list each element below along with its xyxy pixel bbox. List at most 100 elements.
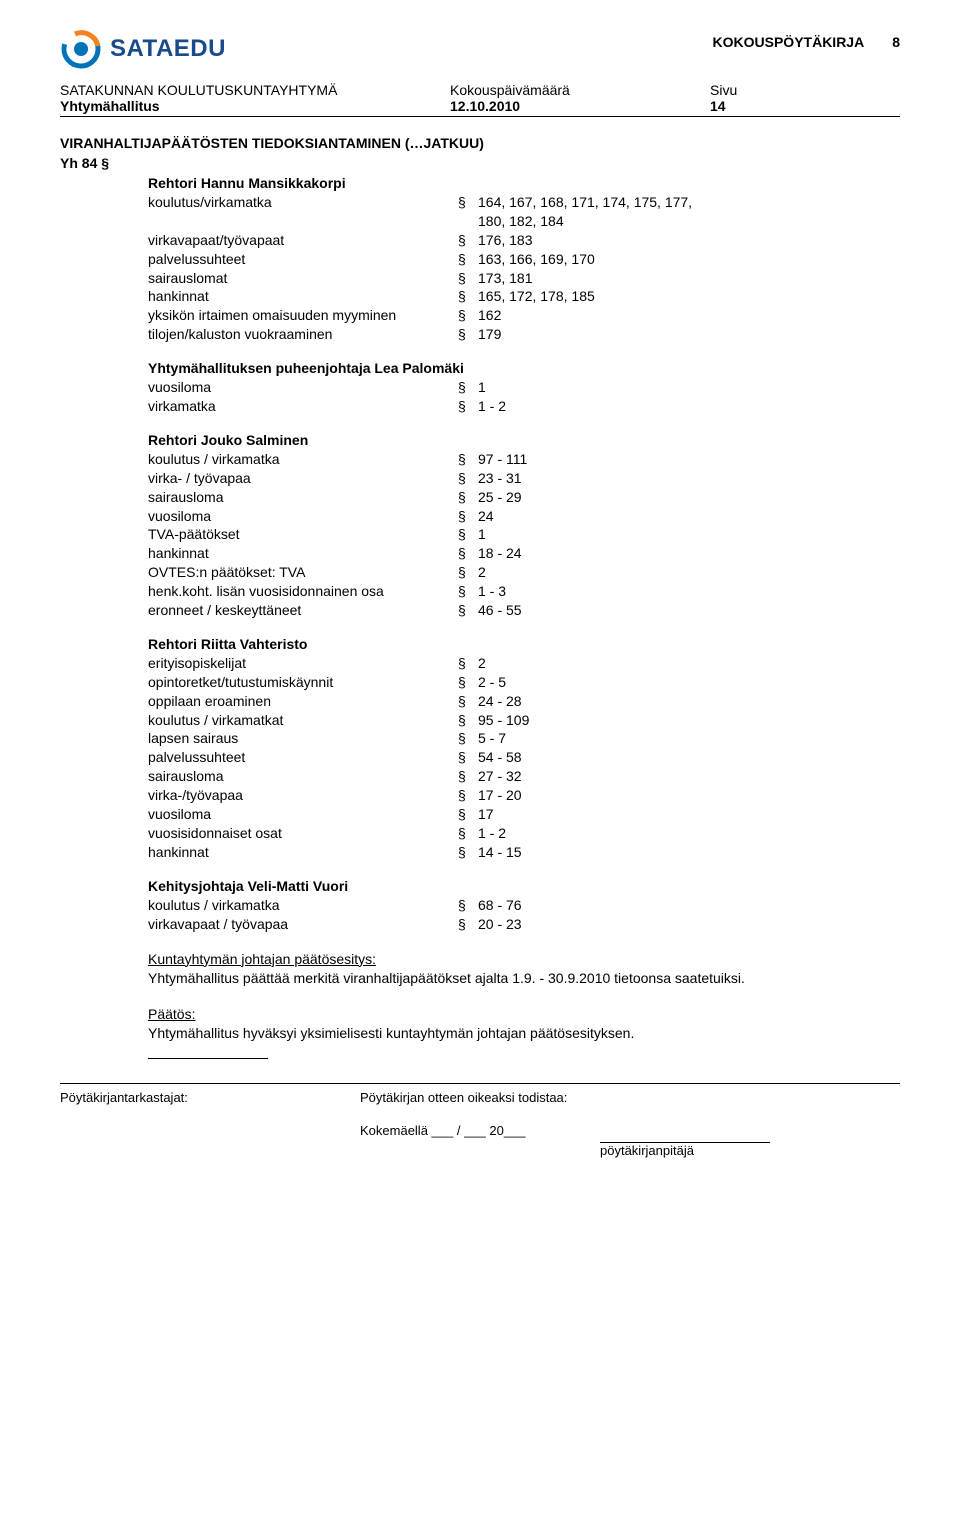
row-value: 1 [478,378,486,397]
decision-row: erityisopiskelijat§2 [148,654,900,673]
agenda-item-number: Yh 84 § [60,155,900,171]
section-symbol: § [458,231,478,250]
row-value: 95 - 109 [478,711,529,730]
section-symbol: § [458,843,478,862]
meeting-date: 12.10.2010 [450,98,520,114]
row-value: 46 - 55 [478,601,522,620]
row-value: 18 - 24 [478,544,522,563]
row-value: 2 [478,654,486,673]
decision-row: vuosiloma§24 [148,507,900,526]
decision-row: virkamatka§1 - 2 [148,397,900,416]
row-value: 162 [478,306,501,325]
footer-left: Pöytäkirjantarkastajat: [60,1090,360,1105]
section-symbol: § [458,748,478,767]
row-label: tilojen/kaluston vuokraaminen [148,325,458,344]
logo-text: SATAEDU [110,35,226,63]
footer-signature-label: pöytäkirjanpitäjä [600,1143,900,1158]
row-value: 163, 166, 169, 170 [478,250,595,269]
decision-row: virka-/työvapaa§17 - 20 [148,786,900,805]
row-label: koulutus/virkamatka [148,193,458,231]
decision-row: palvelussuhteet§163, 166, 169, 170 [148,250,900,269]
section-symbol: § [458,306,478,325]
section-symbol: § [458,805,478,824]
row-value: 97 - 111 [478,450,527,469]
section-symbol: § [458,692,478,711]
decision-row: vuosiloma§1 [148,378,900,397]
row-label: hankinnat [148,544,458,563]
row-label: virka-/työvapaa [148,786,458,805]
section-symbol: § [458,786,478,805]
section-heading: Yhtymähallituksen puheenjohtaja Lea Palo… [148,360,900,376]
section-symbol: § [458,397,478,416]
row-label: palvelussuhteet [148,748,458,767]
row-label: vuosisidonnaiset osat [148,824,458,843]
section-symbol: § [458,729,478,748]
decision-label: Päätös: [148,1005,900,1025]
proposal-block: Kuntayhtymän johtajan päätösesitys: Yhty… [148,950,900,989]
footer-divider [60,1083,900,1084]
row-value: 179 [478,325,501,344]
doc-type-label: KOKOUSPÖYTÄKIRJA [713,34,865,50]
row-value: 2 - 5 [478,673,506,692]
decision-row: hankinnat§14 - 15 [148,843,900,862]
section-symbol: § [458,269,478,288]
row-label: vuosiloma [148,805,458,824]
decision-row: TVA-päätökset§1 [148,525,900,544]
decision-row: hankinnat§165, 172, 178, 185 [148,287,900,306]
row-value: 14 - 15 [478,843,522,862]
decision-row: oppilaan eroaminen§24 - 28 [148,692,900,711]
section-symbol: § [458,601,478,620]
header: SATAEDU KOKOUSPÖYTÄKIRJA 8 [60,28,900,70]
decision-row: opintoretket/tutustumiskäynnit§2 - 5 [148,673,900,692]
section-symbol: § [458,711,478,730]
decision-row: koulutus / virkamatka§97 - 111 [148,450,900,469]
row-value: 20 - 23 [478,915,522,934]
decision-row: palvelussuhteet§54 - 58 [148,748,900,767]
section-symbol: § [458,915,478,934]
page-number: 14 [710,98,726,114]
row-value: 17 - 20 [478,786,522,805]
decision-section: Yhtymähallituksen puheenjohtaja Lea Palo… [148,360,900,416]
row-label: lapsen sairaus [148,729,458,748]
decision-row: sairausloma§27 - 32 [148,767,900,786]
section-symbol: § [458,654,478,673]
decision-row: sairausloma§25 - 29 [148,488,900,507]
row-label: sairauslomat [148,269,458,288]
sataedu-logo-icon [60,28,102,70]
doc-type-block: KOKOUSPÖYTÄKIRJA 8 [713,28,900,50]
section-symbol: § [458,193,478,231]
decision-row: eronneet / keskeyttäneet§46 - 55 [148,601,900,620]
row-value: 25 - 29 [478,488,522,507]
row-label: koulutus / virkamatka [148,896,458,915]
decision-row: koulutus/virkamatka§164, 167, 168, 171, … [148,193,900,231]
row-label: vuosiloma [148,507,458,526]
row-label: henk.koht. lisän vuosisidonnainen osa [148,582,458,601]
row-value: 23 - 31 [478,469,522,488]
section-symbol: § [458,525,478,544]
decision-row: henk.koht. lisän vuosisidonnainen osa§1 … [148,582,900,601]
decision-row: virkavapaat/työvapaat§176, 183 [148,231,900,250]
row-value: 2 [478,563,486,582]
sub-header-row-2: Yhtymähallitus 12.10.2010 14 [60,98,900,114]
row-label: hankinnat [148,843,458,862]
section-symbol: § [458,563,478,582]
row-label: sairausloma [148,488,458,507]
row-value: 24 - 28 [478,692,522,711]
footer-row: Pöytäkirjantarkastajat: Pöytäkirjan otte… [60,1090,900,1105]
section-symbol: § [458,450,478,469]
row-value: 54 - 58 [478,748,522,767]
row-value: 173, 181 [478,269,533,288]
section-symbol: § [458,767,478,786]
section-heading: Rehtori Jouko Salminen [148,432,900,448]
section-symbol: § [458,325,478,344]
section-heading: Rehtori Hannu Mansikkakorpi [148,175,900,191]
row-value: 165, 172, 178, 185 [478,287,595,306]
row-label: virkavapaat/työvapaat [148,231,458,250]
proposal-text: Yhtymähallitus päättää merkitä viranhalt… [148,969,900,989]
row-value: 68 - 76 [478,896,522,915]
decision-row: lapsen sairaus§5 - 7 [148,729,900,748]
document-title: VIRANHALTIJAPÄÄTÖSTEN TIEDOKSIANTAMINEN … [60,135,900,151]
decision-block: Päätös: Yhtymähallitus hyväksyi yksimiel… [148,1005,900,1059]
decision-section: Rehtori Hannu Mansikkakorpi koulutus/virk… [148,175,900,344]
header-divider [60,116,900,117]
